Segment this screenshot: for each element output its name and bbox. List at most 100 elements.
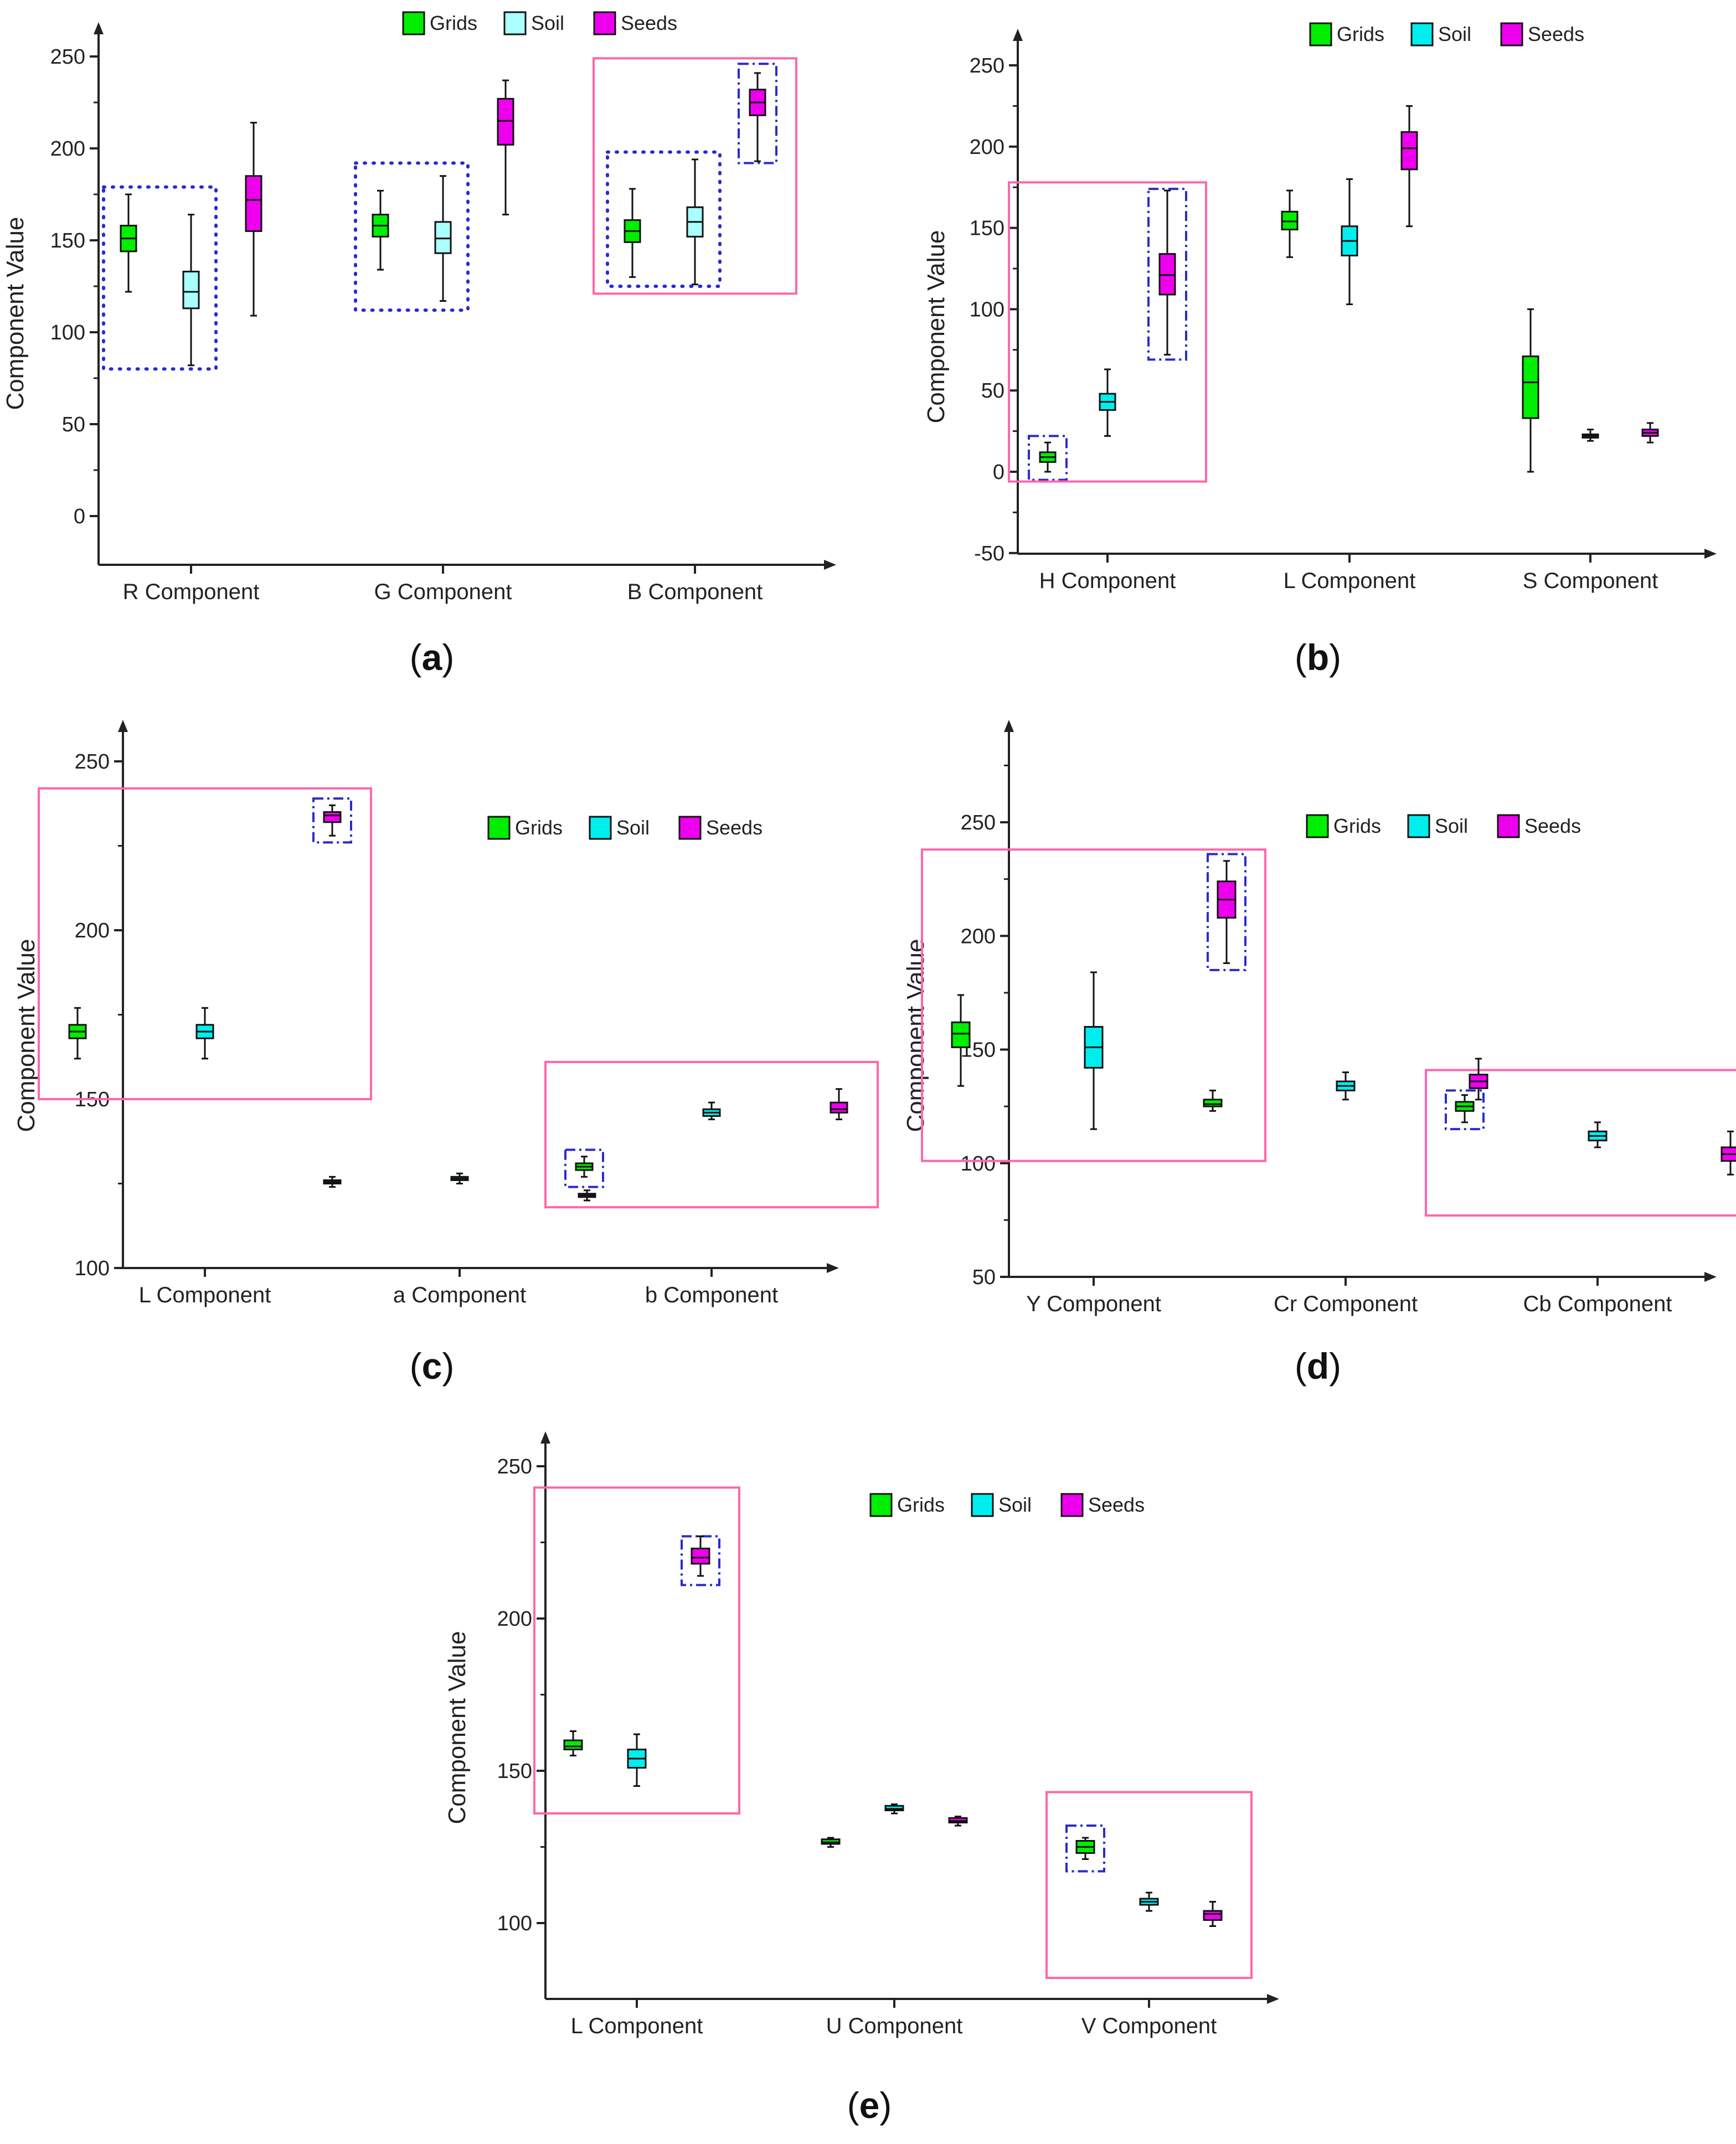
y-axis-label: Component Value xyxy=(13,939,40,1132)
box-grids xyxy=(68,1007,87,1060)
x-tick-label: U Component xyxy=(826,2014,963,2038)
box-seeds xyxy=(245,122,262,317)
highlight-box xyxy=(593,57,797,295)
highlight-box xyxy=(544,1060,879,1209)
x-tick-label: S Component xyxy=(1523,569,1658,593)
legend: Grids Soil Seeds xyxy=(869,1493,1145,1517)
y-tick-label: 50 xyxy=(972,1266,996,1289)
x-axis-arrow xyxy=(1704,549,1717,559)
x-axis-arrow xyxy=(827,1263,839,1273)
box-grids xyxy=(821,1837,841,1848)
box-soil xyxy=(450,1172,469,1184)
box-soil xyxy=(1139,1892,1159,1912)
box-soil xyxy=(686,158,704,286)
box-body xyxy=(245,175,262,232)
box-soil xyxy=(702,1101,721,1121)
x-tick-label: H Component xyxy=(1039,569,1176,593)
x-axis-arrow xyxy=(1267,1994,1279,2004)
y-tick-label: 50 xyxy=(62,413,85,436)
legend-label-seeds: Seeds xyxy=(1524,815,1581,837)
box-body xyxy=(1400,131,1418,171)
box-seeds xyxy=(497,79,514,216)
chart-panel-e: 100 150 200 250 L Component U Component V Comp… xyxy=(444,1431,1279,2126)
highlight-box-dotted xyxy=(102,185,218,371)
highlight-box xyxy=(533,1486,740,1815)
y-tick-label: 0 xyxy=(74,505,85,528)
box-body xyxy=(951,1021,971,1048)
highlight-box-dotted xyxy=(354,161,470,312)
box-seeds xyxy=(1469,1058,1488,1101)
box-grids xyxy=(120,193,137,293)
x-axis-arrow xyxy=(824,560,836,570)
box-body xyxy=(497,97,514,146)
box-seeds xyxy=(691,1535,710,1577)
y-tick-label: -50 xyxy=(974,542,1004,565)
y-tick-label: 100 xyxy=(970,298,1004,321)
y-tick-label: 200 xyxy=(50,137,85,161)
y-tick-label: 250 xyxy=(497,1455,532,1478)
x-tick-label: L Component xyxy=(1284,569,1416,593)
highlight-box xyxy=(1425,1069,1736,1217)
panel-caption: (e) xyxy=(847,2085,892,2126)
box-soil xyxy=(195,1007,214,1060)
panel-caption: (c) xyxy=(410,1346,455,1387)
y-tick-label: 100 xyxy=(961,1152,996,1176)
y-tick-label: 150 xyxy=(50,229,85,252)
box-soil xyxy=(1099,368,1116,437)
box-seeds xyxy=(578,1189,596,1202)
y-tick-label: 50 xyxy=(981,379,1004,403)
highlight-box-dashdot xyxy=(564,1148,604,1188)
y-tick-label: 200 xyxy=(970,136,1004,159)
box-soil xyxy=(182,214,200,367)
box-seeds xyxy=(948,1816,968,1827)
panel-caption: (b) xyxy=(1295,637,1341,678)
box-grids xyxy=(951,994,971,1087)
legend-swatch-soil xyxy=(1410,22,1434,47)
legend-label-seeds: Seeds xyxy=(706,816,763,839)
chart-panel-a: 0 50 100 150 200 250 R Component G Component B C… xyxy=(2,11,836,678)
box-body xyxy=(182,270,200,310)
highlight-box-dashdot xyxy=(312,797,352,844)
x-tick-label: a Component xyxy=(393,1283,526,1307)
box-body xyxy=(434,221,452,254)
legend: Grids Soil Seeds xyxy=(487,816,763,840)
y-axis-arrow xyxy=(1013,29,1023,41)
box-body xyxy=(563,1739,583,1750)
legend: Grids Soil Seeds xyxy=(1309,22,1584,47)
box-grids xyxy=(575,1156,594,1178)
box-seeds xyxy=(1720,1130,1736,1176)
y-axis-arrow xyxy=(1004,720,1014,732)
highlight-box-dashdot xyxy=(1028,435,1068,481)
box-soil xyxy=(1341,178,1358,306)
legend-label-seeds: Seeds xyxy=(1528,23,1584,45)
legend-label-grids: Grids xyxy=(897,1493,945,1516)
box-seeds xyxy=(749,72,766,162)
legend-label-seeds: Seeds xyxy=(621,12,677,34)
legend-swatch-soil xyxy=(971,1493,994,1517)
highlight-box xyxy=(921,848,1266,1162)
y-tick-label: 100 xyxy=(75,1257,110,1280)
x-tick-label: R Component xyxy=(123,580,260,604)
legend-label-soil: Soil xyxy=(531,12,564,34)
legend-swatch-seeds xyxy=(1497,814,1520,838)
legend-label-grids: Grids xyxy=(1337,23,1384,45)
x-tick-label: G Component xyxy=(374,580,512,604)
highlight-box-dashdot xyxy=(1065,1825,1105,1873)
box-seeds xyxy=(830,1088,848,1121)
x-tick-label: L Component xyxy=(139,1283,271,1307)
box-grids xyxy=(1455,1094,1475,1123)
box-soil xyxy=(434,175,452,302)
highlight-box-dashdot xyxy=(1147,188,1187,361)
legend-swatch-soil xyxy=(589,816,612,840)
box-grids xyxy=(1281,189,1299,258)
legend-swatch-grids xyxy=(402,11,425,35)
legend-swatch-grids xyxy=(869,1493,893,1517)
box-grids xyxy=(372,189,389,271)
legend-swatch-soil xyxy=(1407,814,1430,838)
box-seeds xyxy=(323,804,342,837)
legend-swatch-seeds xyxy=(593,11,616,35)
panel-caption: (d) xyxy=(1295,1346,1341,1387)
legend-label-soil: Soil xyxy=(1435,815,1468,837)
